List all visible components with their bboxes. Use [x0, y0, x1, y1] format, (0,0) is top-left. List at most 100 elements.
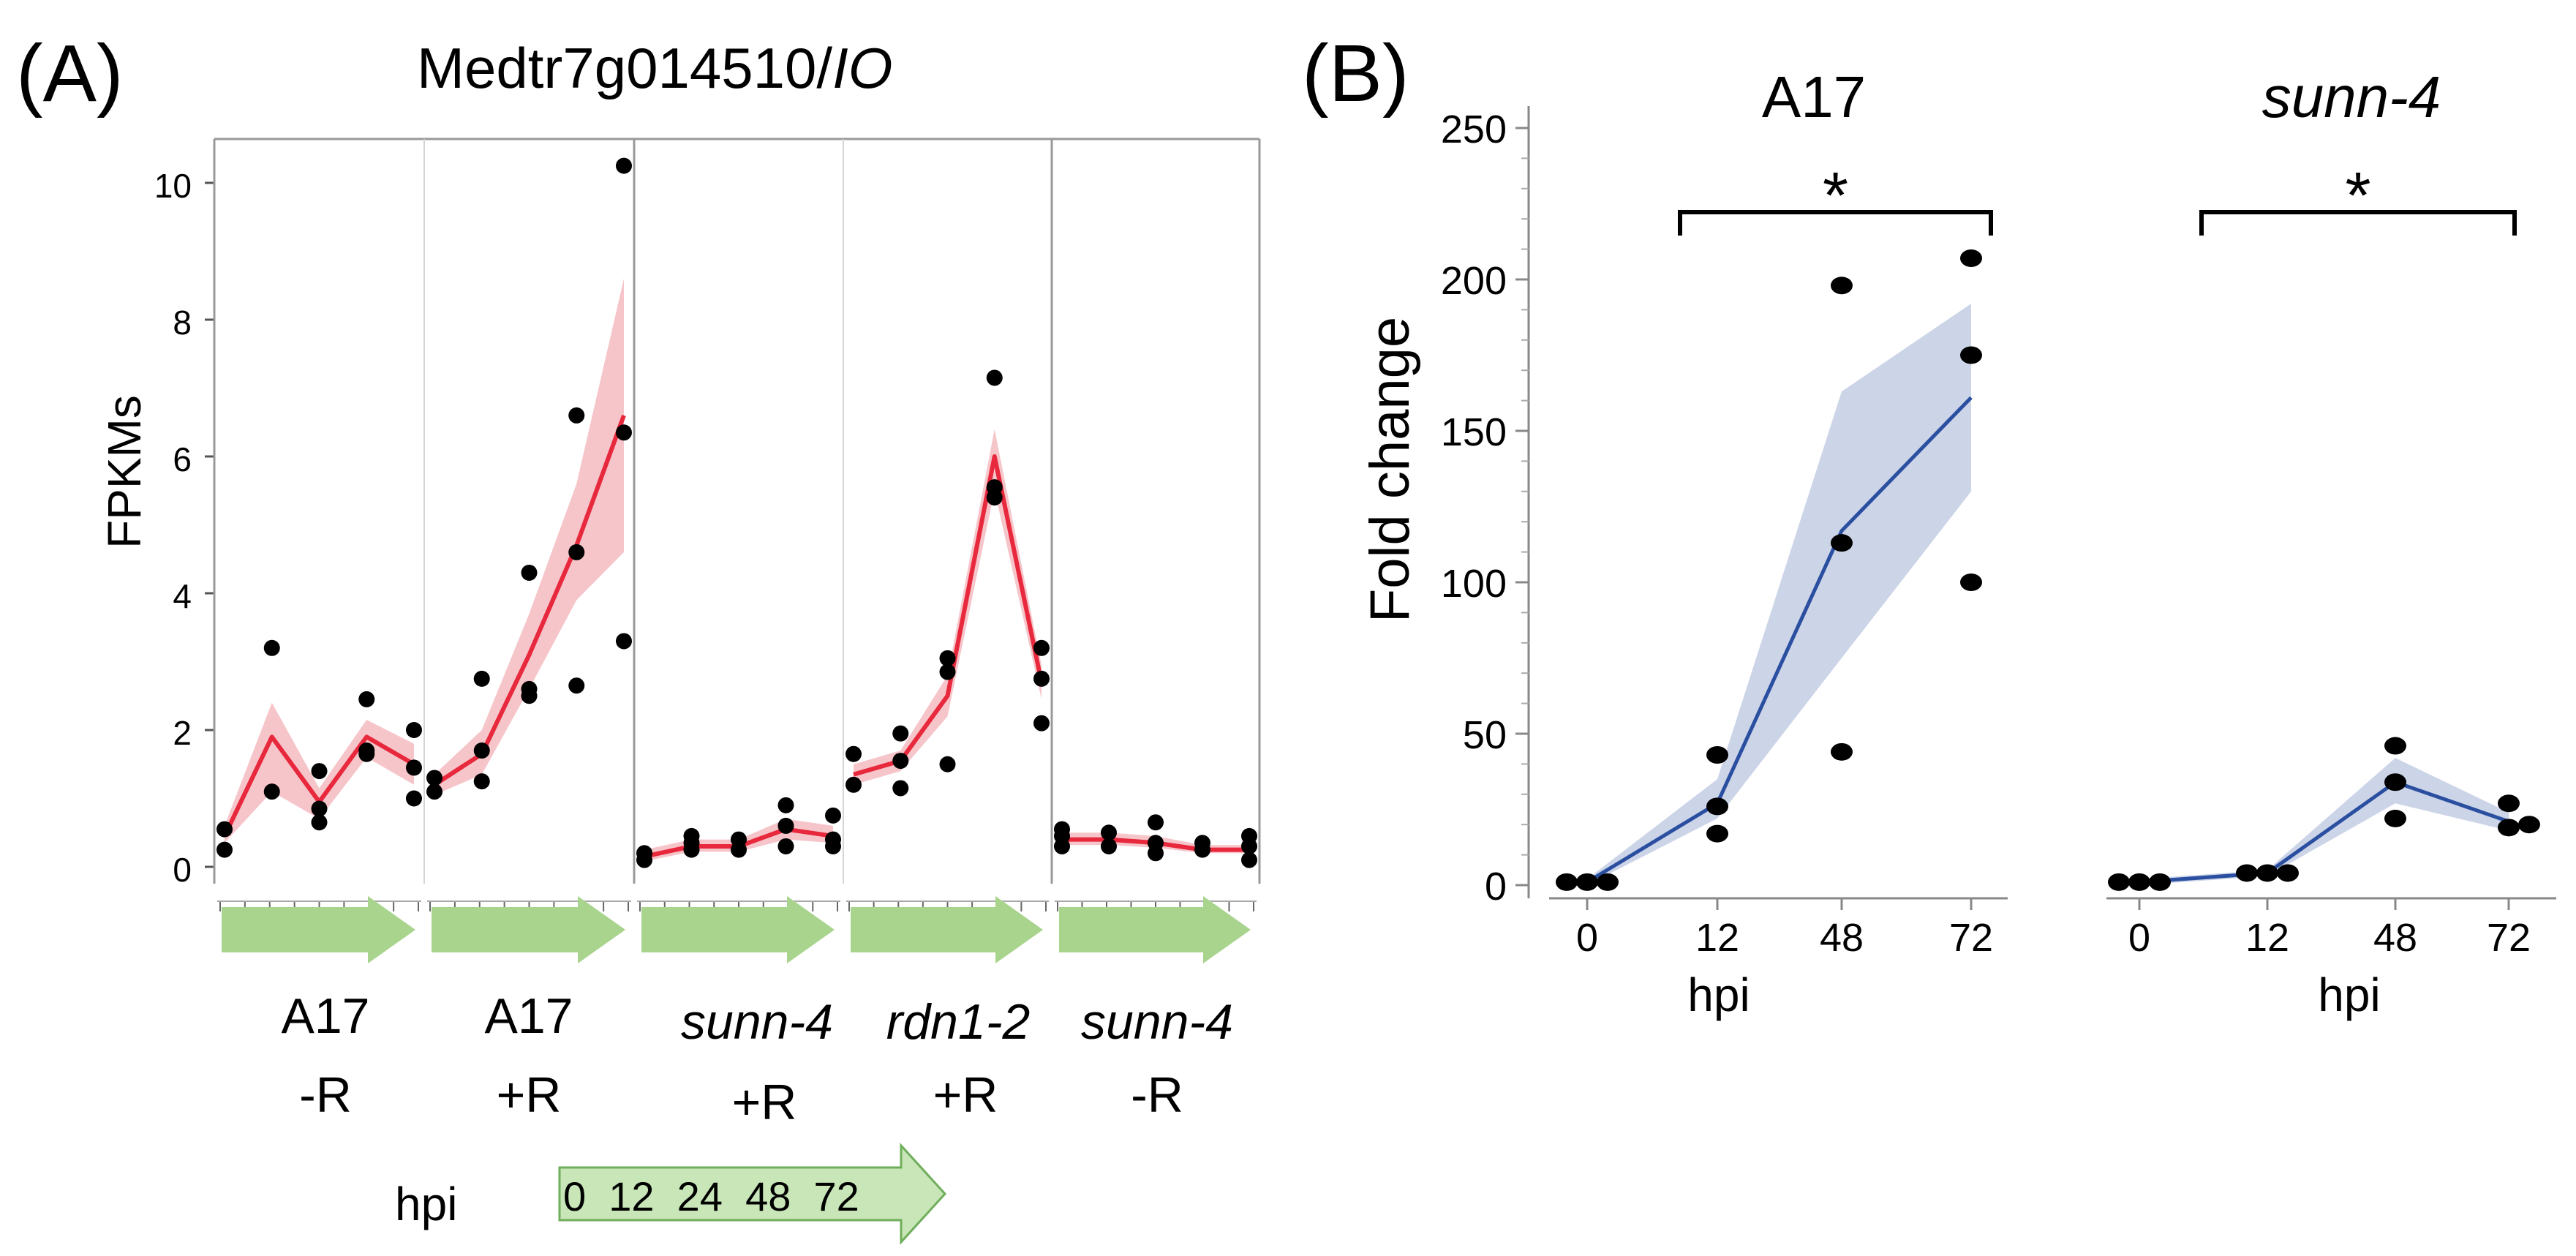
data-point	[1556, 873, 1578, 891]
data-point	[426, 770, 442, 786]
significance-star: *	[1823, 159, 1848, 233]
data-point	[1706, 745, 1728, 764]
y-tick-label: 200	[1441, 259, 1507, 303]
subplot-a17-x-axis-label: hpi	[1687, 969, 1750, 1021]
data-point	[2384, 809, 2406, 827]
data-point	[311, 814, 328, 831]
data-point	[683, 827, 700, 844]
panel-b-y-axis-label: Fold change	[1359, 317, 1421, 623]
data-point	[1241, 827, 1257, 844]
group-label-1-line1: A17	[282, 988, 370, 1044]
data-point	[1706, 797, 1728, 816]
data-point	[1194, 835, 1210, 851]
panel-b: (B) Fold change 0 50 100 150 200 250 A17 sunn…	[1302, 29, 2556, 1021]
panel-a-label: (A)	[16, 29, 124, 119]
data-point	[358, 691, 375, 707]
data-point	[1831, 534, 1853, 552]
data-point	[636, 845, 652, 862]
data-point	[2518, 816, 2540, 834]
time-arrow	[1059, 896, 1251, 963]
x-tick-label: 12	[1695, 916, 1739, 960]
y-tick-label: 150	[1441, 410, 1507, 454]
y-tick-label: 8	[173, 304, 192, 342]
panel-b-label: (B)	[1302, 29, 1409, 119]
data-point	[1033, 639, 1050, 656]
data-point	[406, 790, 422, 807]
data-point	[568, 677, 585, 694]
data-point	[216, 821, 233, 838]
x-tick-label: 48	[2373, 916, 2417, 960]
data-point	[358, 742, 375, 759]
data-point	[521, 680, 538, 697]
data-point	[1576, 873, 1598, 891]
subplot-a17-title: A17	[1762, 64, 1866, 129]
time-arrow	[851, 896, 1043, 963]
significance-star: *	[2345, 159, 2370, 233]
group-label-4-line1: rdn1-2	[886, 994, 1031, 1050]
data-point	[263, 639, 280, 656]
data-point	[1033, 715, 1050, 732]
data-point	[406, 759, 422, 776]
group-label-3-line2: +R	[732, 1075, 797, 1130]
data-point	[1831, 742, 1853, 761]
panel-a-confidence-bands	[225, 278, 1249, 862]
subplot-sunn4-x-axis-label: hpi	[2318, 969, 2380, 1021]
time-arrow	[222, 896, 415, 963]
data-point	[846, 745, 862, 762]
data-point	[616, 633, 632, 650]
y-tick-label: 0	[173, 851, 192, 889]
data-point	[825, 807, 841, 824]
data-point	[939, 663, 956, 680]
panel-a-plot-frames	[213, 138, 1261, 884]
data-point	[473, 742, 490, 759]
panel-a: (A) Medtr7g014510/IO FPKMs 0 2 4 6 8 10 A17 -…	[16, 29, 1261, 1245]
x-tick-label: 72	[1949, 916, 1993, 960]
panel-b-y-axis: 0 50 100 150 200 250	[1441, 106, 1530, 909]
data-point	[473, 773, 490, 790]
data-point	[426, 783, 442, 800]
data-point	[2236, 864, 2258, 882]
panel-a-title: Medtr7g014510/IO	[417, 36, 892, 100]
data-point	[1597, 873, 1619, 891]
confidence-band	[854, 429, 1042, 785]
subplot-sunn4: 0 12 48 72 *	[2106, 159, 2556, 960]
data-point	[2384, 773, 2406, 791]
data-point	[311, 763, 328, 780]
data-point	[777, 817, 794, 834]
significance-bracket	[2199, 210, 2517, 236]
data-point	[473, 670, 490, 687]
group-label-5-line2: -R	[1131, 1067, 1183, 1123]
y-tick-label: 2	[173, 714, 192, 752]
legend-timepoints: 0 12 24 48 72	[563, 1173, 859, 1219]
x-tick-label: 12	[2245, 916, 2289, 960]
group-label-1-line2: -R	[299, 1067, 352, 1123]
group-label-3-line1: sunn-4	[681, 994, 833, 1050]
data-point	[2384, 737, 2406, 755]
confidence-band	[434, 278, 624, 795]
confidence-band	[1587, 304, 1971, 885]
panel-a-data-points	[216, 157, 1257, 868]
panel-a-title-italic: IO	[832, 36, 892, 100]
time-arrow	[432, 896, 625, 963]
data-point	[1960, 574, 1982, 591]
data-point	[892, 725, 909, 742]
y-tick-label: 10	[154, 167, 192, 205]
legend-hpi-label: hpi	[395, 1178, 457, 1230]
data-point	[616, 424, 632, 441]
mean-line	[433, 414, 626, 787]
data-point	[1831, 277, 1853, 295]
data-point	[216, 841, 233, 858]
data-point	[616, 157, 632, 174]
data-point	[2128, 873, 2150, 891]
group-label-5-line1: sunn-4	[1081, 994, 1233, 1050]
panel-a-y-axis-label: FPKMs	[98, 395, 151, 549]
panel-a-y-ticks: 0 2 4 6 8 10	[154, 167, 214, 889]
subplot-sunn4-title: sunn-4	[2262, 64, 2441, 129]
data-point	[406, 722, 422, 738]
x-tick-label: 0	[1576, 916, 1598, 960]
y-tick-label: 100	[1441, 562, 1507, 606]
data-point	[825, 831, 841, 848]
mean-line	[853, 454, 1044, 777]
data-point	[892, 780, 909, 797]
